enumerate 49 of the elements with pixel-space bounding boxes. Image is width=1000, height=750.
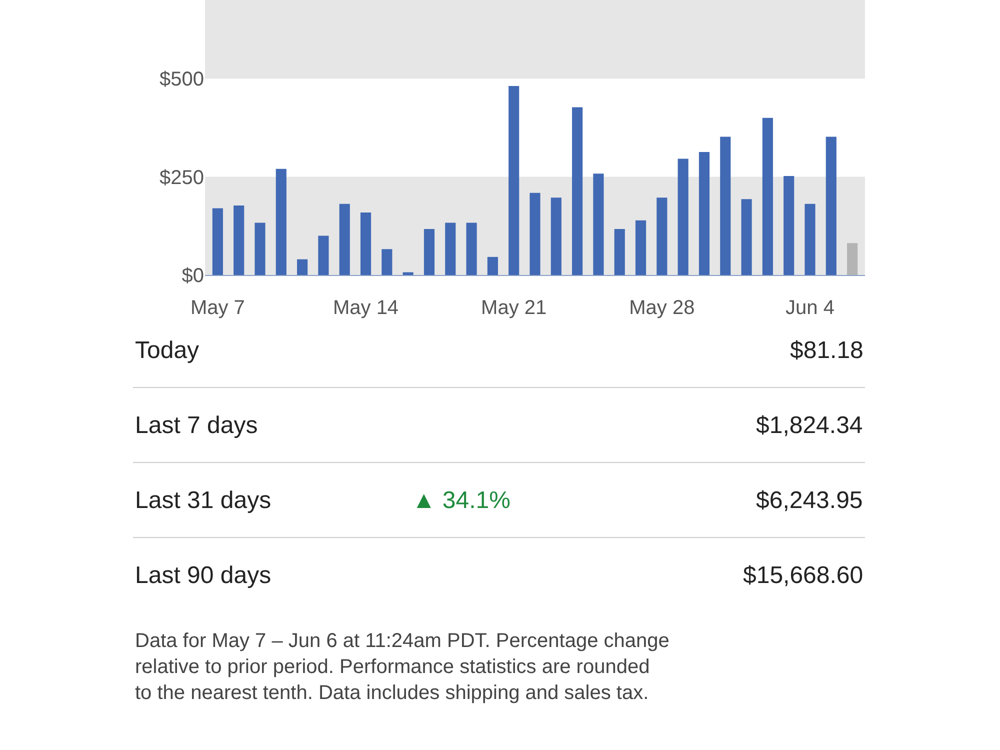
- bar: [593, 174, 604, 275]
- text: Last 90 days: [135, 562, 272, 589]
- bar: [212, 208, 223, 275]
- bar: [297, 259, 308, 275]
- bar: [487, 256, 498, 275]
- bar: [424, 229, 435, 275]
- bar: [360, 212, 372, 275]
- y-tick-label: $500: [160, 68, 204, 91]
- bar: [678, 158, 688, 275]
- bar: [804, 204, 816, 275]
- text: ▲ 34.1%: [412, 487, 510, 514]
- x-tick-label: Jun 4: [786, 297, 834, 319]
- bar: [530, 192, 540, 275]
- bar: [720, 136, 731, 275]
- y-tick-label: $0: [182, 265, 204, 287]
- text: $6,243.95: [756, 487, 863, 514]
- text: $15,668.60: [743, 562, 864, 589]
- bar: [466, 222, 477, 275]
- x-tick-label: May 7: [190, 297, 245, 319]
- bar: [826, 136, 836, 275]
- text: Last 7 days: [135, 412, 258, 439]
- bar: [741, 199, 752, 275]
- x-tick-label: May 28: [629, 297, 695, 319]
- bar: [318, 236, 329, 275]
- bar: [698, 152, 710, 275]
- text: Today: [135, 337, 200, 364]
- y-tick-label: $250: [160, 166, 204, 189]
- bar: [847, 243, 858, 275]
- bar: [508, 86, 520, 275]
- x-tick-label: May 21: [481, 297, 547, 319]
- x-tick-label: May 14: [332, 297, 399, 319]
- bar: [234, 205, 244, 275]
- bar: [762, 118, 773, 275]
- bar: [635, 220, 646, 275]
- text: Data for May 7 – Jun 6 at 11:24am PDT. Percentage change relative to prior period. Performance statistics are rounded to the nearest tenth. Data includes shipping and sales tax.: [135, 630, 670, 704]
- bar: [382, 249, 392, 275]
- bar: [550, 198, 562, 275]
- bar: [572, 107, 583, 275]
- bar: [656, 198, 668, 275]
- text: $1,824.34: [756, 412, 863, 439]
- bar: [276, 168, 286, 275]
- bar: [254, 222, 266, 275]
- text: Last 31 days: [135, 487, 272, 514]
- bar: [784, 176, 794, 275]
- bar: [614, 229, 625, 275]
- bar: [402, 272, 414, 275]
- bar: [445, 222, 456, 275]
- text: $81.18: [790, 337, 864, 364]
- bar: [339, 204, 350, 275]
